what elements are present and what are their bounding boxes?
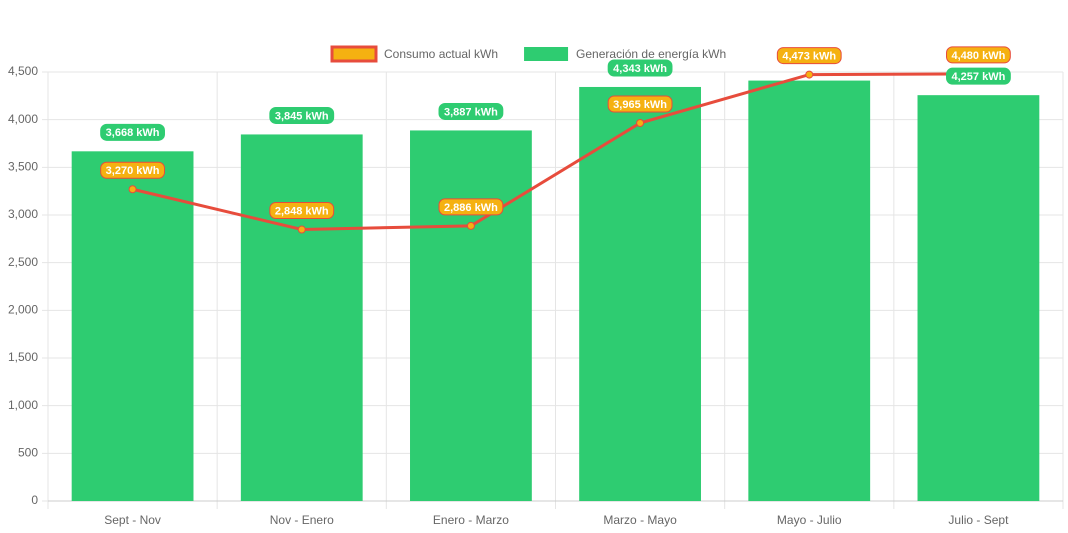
value-label-bg [100, 161, 165, 179]
bar [748, 80, 871, 501]
value-label-bg [100, 123, 165, 141]
y-tick-label: 500 [18, 446, 38, 460]
value-label: 4,473 kWh [776, 47, 842, 65]
value-label-bg [607, 59, 673, 77]
x-tick-label: Enero - Marzo [433, 513, 509, 527]
x-tick-label: Mayo - Julio [777, 513, 842, 527]
line-point [128, 185, 137, 194]
value-label: 4,480 kWh [946, 46, 1011, 64]
y-tick-label: 0 [31, 493, 38, 507]
line-point [297, 225, 306, 234]
line-point [805, 70, 814, 79]
bar [71, 151, 194, 502]
value-label-bg [946, 67, 1011, 85]
value-label-bg [438, 198, 504, 216]
y-tick-label: 3,000 [8, 207, 38, 221]
value-label: 2,886 kWh [438, 198, 504, 216]
value-label: 4,343 kWh [607, 59, 673, 77]
value-label-text: 4,343 kWh [613, 63, 667, 75]
value-label-bg [607, 95, 673, 113]
line [132, 72, 979, 231]
value-label-text: 4,257 kWh [952, 71, 1006, 83]
value-label-text: 3,270 kWh [106, 165, 160, 177]
value-label: 3,965 kWh [607, 95, 673, 113]
value-label-text: 2,848 kWh [275, 205, 329, 217]
y-tick-label: 1,500 [8, 350, 38, 364]
line-point [466, 221, 475, 230]
y-tick-label: 2,500 [8, 255, 38, 269]
y-tick-label: 3,500 [8, 160, 38, 174]
x-tick-label: Marzo - Mayo [603, 513, 677, 527]
value-label-text: 3,845 kWh [275, 110, 329, 122]
legend-label: Consumo actual kWh [384, 47, 498, 61]
legend-swatch [330, 45, 378, 63]
value-label-bg [438, 102, 504, 120]
legend-swatch [524, 47, 569, 61]
y-tick-label: 2,000 [8, 303, 38, 317]
value-label-bg [776, 47, 842, 65]
value-label: 3,668 kWh [100, 123, 165, 141]
value-label: 2,848 kWh [269, 201, 335, 219]
value-label-text: 3,668 kWh [106, 127, 160, 139]
legend: Consumo actual kWh Generación de energía … [330, 45, 726, 63]
line-point [636, 119, 645, 128]
bar [240, 134, 363, 501]
x-tick-label: Nov - Enero [270, 513, 334, 527]
value-label-bg [269, 106, 335, 124]
bar [410, 130, 532, 501]
value-label-bg [946, 46, 1011, 64]
y-tick-label: 1,000 [8, 398, 38, 412]
value-label: 3,270 kWh [100, 161, 165, 179]
value-label-text: 2,886 kWh [444, 202, 498, 214]
value-label-text: 4,480 kWh [952, 50, 1006, 62]
x-tick-label: Sept - Nov [104, 513, 161, 527]
value-label-text: 3,965 kWh [613, 99, 667, 111]
value-label-bg [269, 201, 335, 219]
bar [917, 95, 1040, 501]
value-label-text: 3,887 kWh [444, 106, 498, 118]
legend-label: Generación de energía kWh [576, 47, 726, 61]
value-label: 3,887 kWh [438, 102, 504, 120]
value-label-text: 4,473 kWh [782, 50, 836, 62]
value-label: 3,845 kWh [269, 106, 335, 124]
y-tick-label: 4,000 [8, 112, 38, 126]
value-label: 4,257 kWh [946, 67, 1011, 85]
bar [579, 86, 701, 501]
y-tick-label: 4,500 [8, 64, 38, 78]
x-tick-label: Julio - Sept [948, 513, 1009, 527]
